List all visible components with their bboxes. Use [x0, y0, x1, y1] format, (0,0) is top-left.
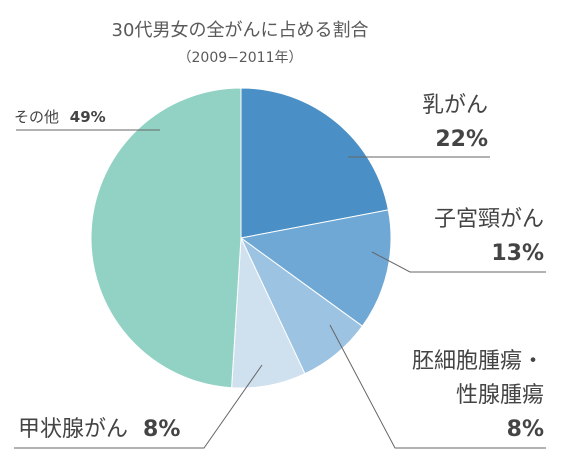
slice-label-thyroid-cancer: 甲状腺がん 8% — [18, 417, 180, 442]
slice-value-breast-cancer: 22% — [435, 127, 488, 152]
slice-value-germ-cell-tumor: 8% — [507, 417, 544, 442]
leader-line-cervical-cancer — [371, 251, 546, 273]
chart-subtitle: （2009−2011年） — [178, 50, 303, 66]
slice-label-cervical-cancer: 子宮頸がん — [434, 207, 544, 232]
slice-label-breast-cancer: 乳がん — [422, 93, 488, 118]
slice-value-cervical-cancer: 13% — [491, 241, 544, 266]
slice-cervical-cancer — [239, 209, 392, 327]
slice-value-other: 49% — [70, 108, 106, 126]
slice-label-gonadal-tumor: 性腺腫瘍 — [456, 383, 544, 408]
slice-other — [90, 87, 242, 389]
slice-label-thyroid-name: 甲状腺がん — [18, 417, 128, 442]
slice-value-thyroid-cancer: 8% — [143, 417, 180, 442]
leader-line-germ-cell-tumor — [329, 324, 546, 449]
chart-title: 30代男女の全がんに占める割合 — [112, 20, 369, 41]
slice-label-germ-cell-tumor: 胚細胞腫瘍・ — [412, 349, 544, 374]
slice-breast-cancer — [240, 87, 389, 239]
slice-label-other: その他 49% — [14, 108, 106, 126]
slice-label-other-name: その他 — [14, 108, 59, 126]
leader-line-thyroid-cancer — [14, 364, 263, 449]
pie-slices — [90, 87, 392, 389]
leader-lines — [14, 129, 546, 449]
